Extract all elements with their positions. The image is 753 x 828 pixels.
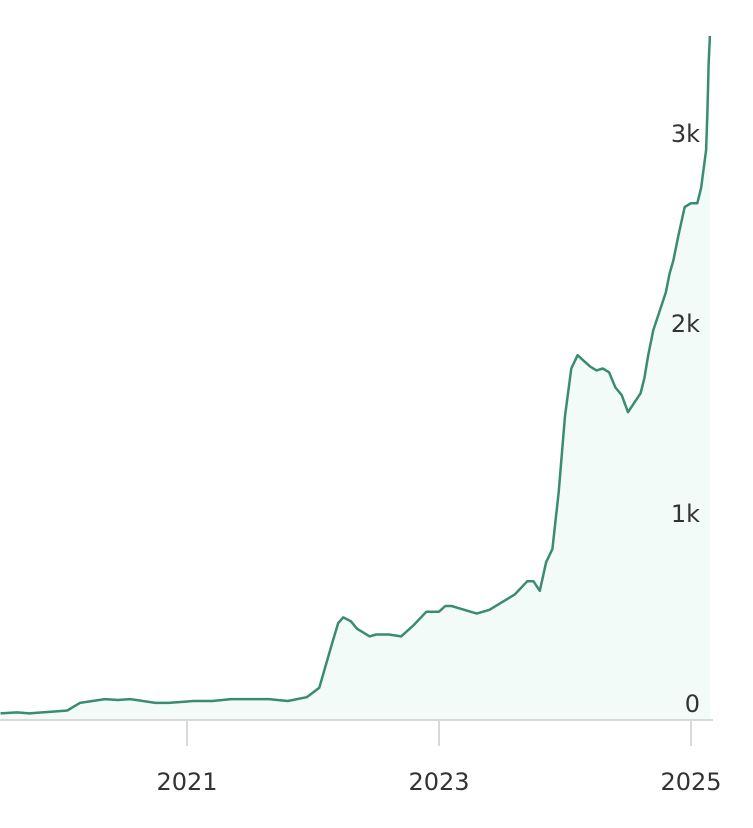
- x-tick-label: 2023: [408, 768, 469, 796]
- series-line: [0, 35, 712, 715]
- y-tick-label: 0: [685, 690, 700, 718]
- y-tick-label: 3k: [671, 120, 700, 148]
- y-axis-ticks: 0 1k 2k 3k: [671, 120, 700, 718]
- x-tick-label: 2021: [156, 768, 217, 796]
- x-axis-ticks: 2021 2023 2025: [156, 720, 722, 796]
- series-area-fill: [0, 36, 710, 720]
- x-tick-label: 2025: [660, 768, 721, 796]
- y-tick-label: 2k: [671, 310, 700, 338]
- y-tick-label: 1k: [671, 500, 700, 528]
